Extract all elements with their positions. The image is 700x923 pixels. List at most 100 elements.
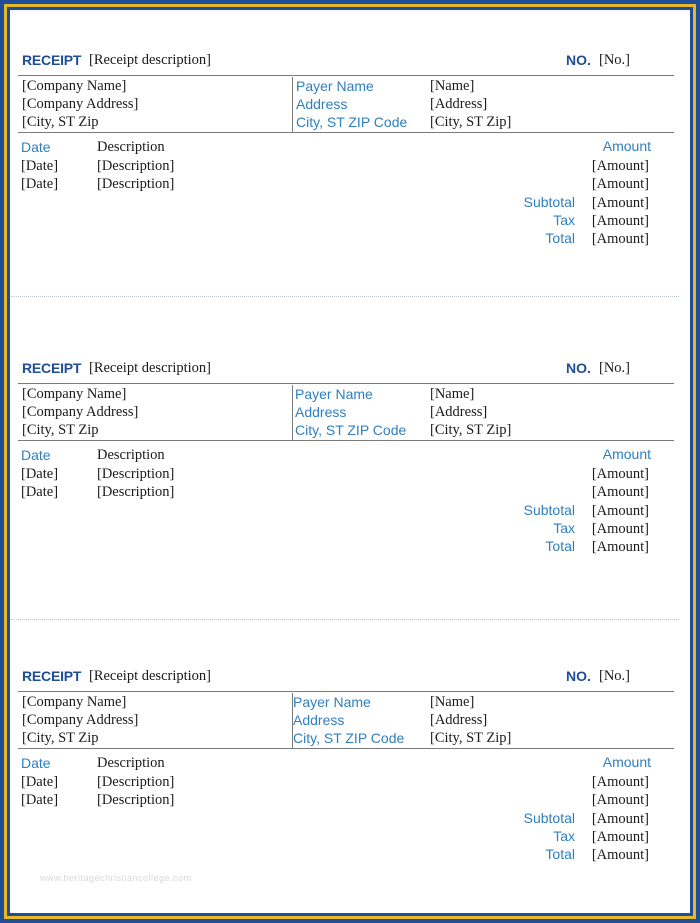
receipt-number-label: NO. — [566, 668, 591, 684]
row-date: [Date] — [21, 466, 59, 482]
receipt-description: [Receipt description] — [89, 360, 211, 376]
company-name: [Company Name] — [22, 386, 127, 402]
company-city: [City, ST Zip — [22, 114, 99, 130]
receipt-title: RECEIPT — [22, 360, 82, 376]
row-amount: [Amount] — [591, 466, 649, 482]
payer-city-value: [City, ST Zip] — [430, 422, 512, 438]
receipt-header: RECEIPT [Receipt description] NO. [No.] — [18, 50, 674, 76]
date-column-header: Date — [21, 447, 51, 463]
receipt-number-value: [No.] — [599, 360, 631, 376]
receipt-3: RECEIPT [Receipt description] NO. [No.] … — [18, 666, 674, 923]
date-column-header: Date — [21, 139, 51, 155]
row-date: [Date] — [21, 792, 59, 808]
payer-address-label: Address — [296, 96, 348, 112]
payer-city-value: [City, ST Zip] — [430, 114, 512, 130]
total-label: Total — [545, 846, 575, 862]
tax-value: [Amount] — [591, 521, 649, 537]
receipt-description: [Receipt description] — [89, 668, 211, 684]
tax-value: [Amount] — [591, 213, 649, 229]
row-amount: [Amount] — [591, 484, 649, 500]
total-value: [Amount] — [591, 231, 649, 247]
company-address: [Company Address] — [22, 96, 139, 112]
company-address: [Company Address] — [22, 712, 139, 728]
line-items: Date Description Amount [Date] [Descript… — [18, 754, 674, 874]
payer-address-value: [Address] — [430, 96, 488, 112]
payer-name-label: Payer Name — [296, 78, 374, 94]
receipt-number-value: [No.] — [599, 668, 631, 684]
payer-address-value: [Address] — [430, 404, 488, 420]
receipt-title: RECEIPT — [22, 52, 82, 68]
receipt-title: RECEIPT — [22, 668, 82, 684]
total-label: Total — [545, 230, 575, 246]
description-column-header: Description — [97, 447, 165, 463]
payer-city-value: [City, ST Zip] — [430, 730, 512, 746]
row-description: [Description] — [97, 466, 175, 482]
payer-name-label: Payer Name — [293, 694, 371, 710]
company-city: [City, ST Zip — [22, 730, 99, 746]
company-city: [City, ST Zip — [22, 422, 99, 438]
receipt-number-label: NO. — [566, 52, 591, 68]
total-value: [Amount] — [591, 847, 649, 863]
subtotal-label: Subtotal — [523, 194, 575, 210]
receipt-number-label: NO. — [566, 360, 591, 376]
payer-name-value: [Name] — [430, 386, 475, 402]
row-date: [Date] — [21, 484, 59, 500]
subtotal-value: [Amount] — [591, 195, 649, 211]
column-divider — [292, 385, 293, 441]
row-date: [Date] — [21, 158, 59, 174]
company-payer-block: [Company Name] [Company Address] [City, … — [18, 77, 674, 133]
payer-city-label: City, ST ZIP Code — [293, 730, 405, 746]
company-payer-block: [Company Name] [Company Address] [City, … — [18, 693, 674, 749]
tax-label: Tax — [553, 212, 575, 228]
payer-name-value: [Name] — [430, 78, 475, 94]
payer-city-label: City, ST ZIP Code — [296, 114, 408, 130]
subtotal-value: [Amount] — [591, 811, 649, 827]
row-amount: [Amount] — [591, 774, 649, 790]
amount-column-header: Amount — [602, 138, 651, 154]
row-description: [Description] — [97, 158, 175, 174]
total-value: [Amount] — [591, 539, 649, 555]
row-amount: [Amount] — [591, 792, 649, 808]
payer-name-label: Payer Name — [295, 386, 373, 402]
subtotal-label: Subtotal — [523, 810, 575, 826]
company-name: [Company Name] — [22, 694, 127, 710]
page-border-gold — [4, 4, 696, 919]
tax-value: [Amount] — [591, 829, 649, 845]
payer-name-value: [Name] — [430, 694, 475, 710]
row-amount: [Amount] — [591, 158, 649, 174]
column-divider — [292, 77, 293, 133]
receipt-header: RECEIPT [Receipt description] NO. [No.] — [18, 666, 674, 692]
total-label: Total — [545, 538, 575, 554]
payer-address-label: Address — [295, 404, 347, 420]
payer-city-label: City, ST ZIP Code — [295, 422, 407, 438]
cut-line — [11, 296, 679, 297]
company-payer-block: [Company Name] [Company Address] [City, … — [18, 385, 674, 441]
description-column-header: Description — [97, 755, 165, 771]
watermark: www.heritagechristiancollege.com — [40, 873, 192, 883]
page-border-inner — [7, 7, 693, 916]
row-description: [Description] — [97, 792, 175, 808]
tax-label: Tax — [553, 520, 575, 536]
row-amount: [Amount] — [591, 176, 649, 192]
cut-line — [11, 619, 679, 620]
subtotal-value: [Amount] — [591, 503, 649, 519]
row-description: [Description] — [97, 774, 175, 790]
company-name: [Company Name] — [22, 78, 127, 94]
row-date: [Date] — [21, 774, 59, 790]
amount-column-header: Amount — [602, 754, 651, 770]
description-column-header: Description — [97, 139, 165, 155]
receipt-number-value: [No.] — [599, 52, 631, 68]
company-address: [Company Address] — [22, 404, 139, 420]
payer-address-label: Address — [293, 712, 345, 728]
receipt-header: RECEIPT [Receipt description] NO. [No.] — [18, 358, 674, 384]
row-description: [Description] — [97, 176, 175, 192]
subtotal-label: Subtotal — [523, 502, 575, 518]
row-description: [Description] — [97, 484, 175, 500]
receipt-description: [Receipt description] — [89, 52, 211, 68]
amount-column-header: Amount — [602, 446, 651, 462]
line-items: Date Description Amount [Date] [Descript… — [18, 446, 674, 566]
receipt-2: RECEIPT [Receipt description] NO. [No.] … — [18, 358, 674, 618]
date-column-header: Date — [21, 755, 51, 771]
row-date: [Date] — [21, 176, 59, 192]
